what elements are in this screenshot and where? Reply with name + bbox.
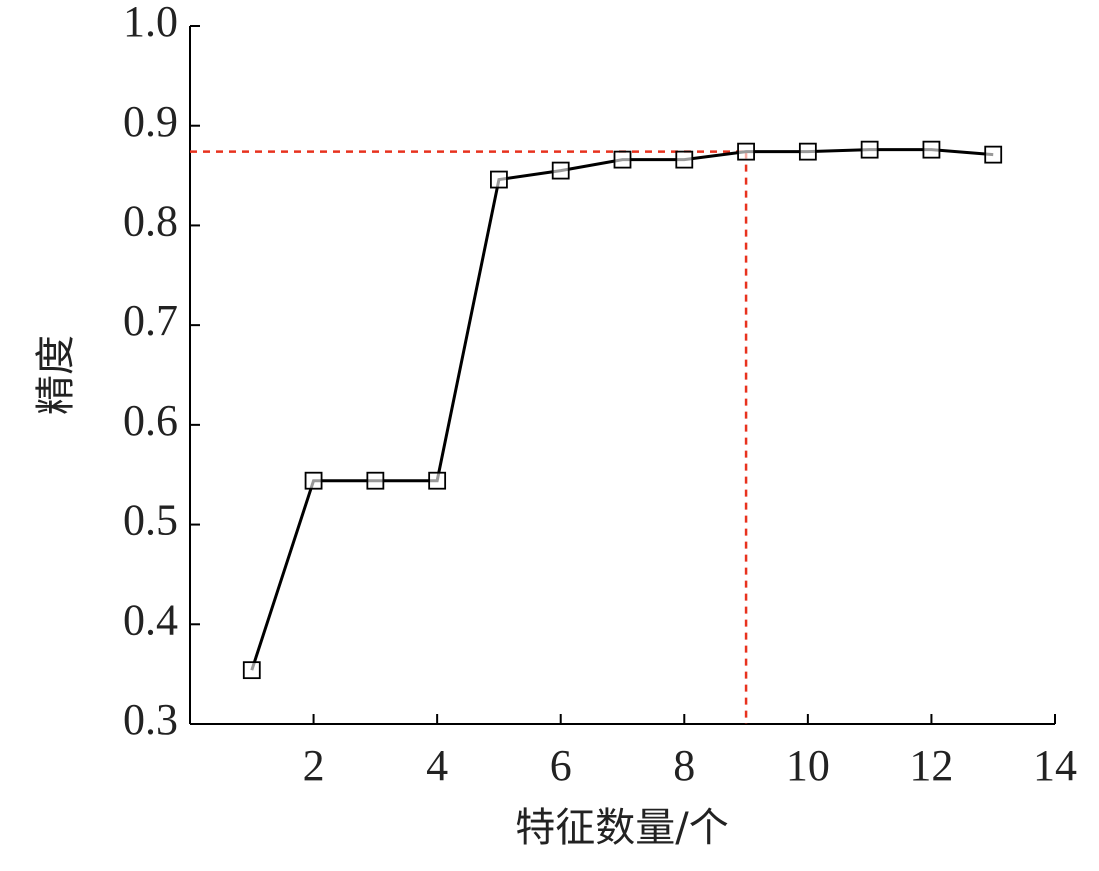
marker [860, 140, 879, 159]
marker [490, 170, 508, 189]
y-tick-label: 0.4 [123, 595, 178, 644]
marker [737, 142, 755, 161]
y-tick-label: 0.5 [123, 496, 178, 545]
x-tick-label: 4 [426, 741, 448, 790]
y-tick-label: 0.6 [123, 396, 178, 445]
y-tick-label: 0.8 [123, 197, 178, 246]
marker [675, 150, 694, 169]
y-tick-label: 1.0 [123, 0, 178, 46]
marker [922, 140, 941, 159]
x-tick-label: 10 [786, 741, 830, 790]
y-tick-label: 0.9 [123, 97, 178, 146]
marker [242, 661, 261, 680]
x-tick-label: 12 [909, 741, 953, 790]
line [250, 148, 994, 671]
y-axis-label: 精度 [33, 335, 79, 415]
y-tick-label: 0.7 [123, 296, 178, 345]
x-axis-label: 特征数量/个 [515, 805, 728, 851]
marker [304, 471, 323, 490]
marker [428, 471, 447, 490]
y-tick-label: 0.3 [123, 695, 178, 744]
marker [366, 471, 385, 490]
marker [551, 161, 570, 180]
x-tick-label: 14 [1033, 741, 1077, 790]
x-tick-label: 6 [550, 741, 572, 790]
marker [984, 145, 1003, 164]
marker [613, 150, 632, 169]
x-tick-label: 8 [673, 741, 695, 790]
marker [798, 142, 817, 161]
x-tick-label: 2 [303, 741, 325, 790]
